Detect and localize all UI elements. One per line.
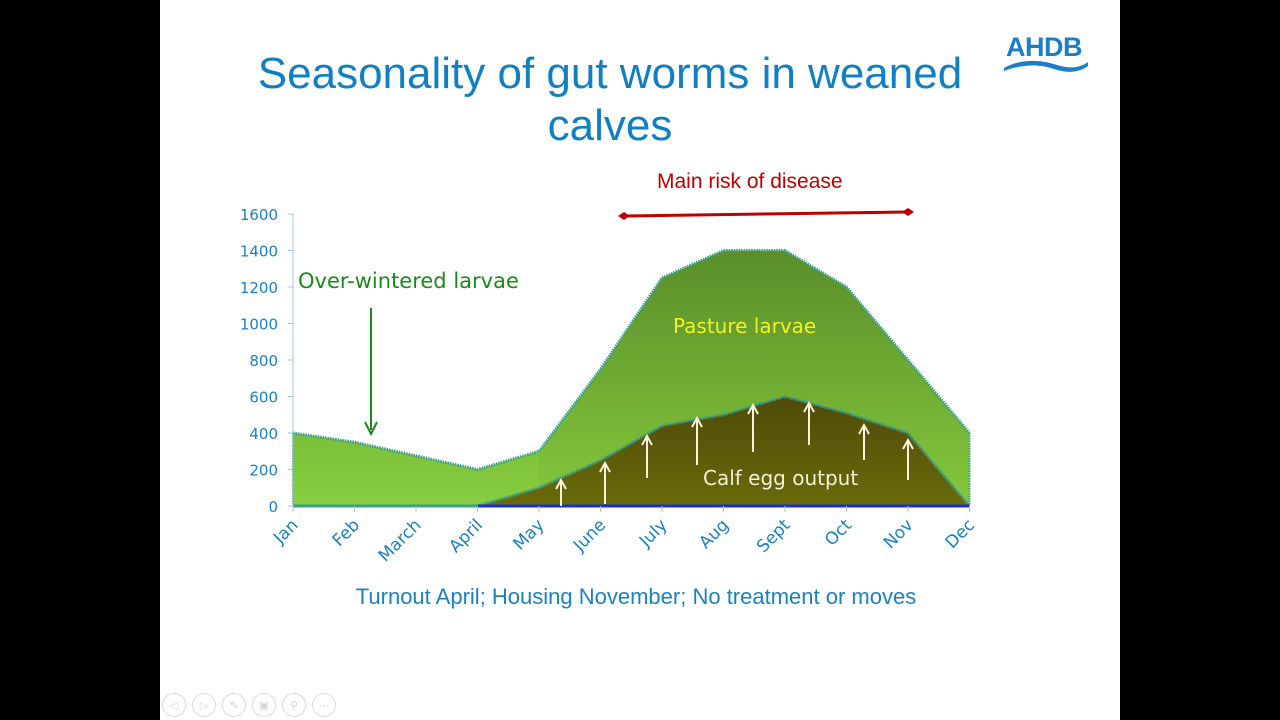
pen-icon[interactable]: ✎	[222, 693, 246, 717]
svg-text:July: July	[635, 515, 671, 551]
svg-text:1400: 1400	[240, 243, 278, 261]
slide-title: Seasonality of gut worms in weaned calve…	[160, 48, 1060, 152]
ahdb-logo: AHDB	[1002, 32, 1092, 78]
svg-text:Dec: Dec	[942, 515, 979, 552]
title-line-2: calves	[547, 101, 673, 150]
zoom-icon[interactable]: ⚲	[282, 693, 306, 717]
svg-text:May: May	[510, 515, 549, 554]
svg-text:Oct: Oct	[821, 515, 856, 550]
svg-text:1200: 1200	[240, 279, 278, 297]
more-icon[interactable]: ⋯	[312, 693, 336, 717]
slides-icon[interactable]: ▣	[252, 693, 276, 717]
svg-text:400: 400	[249, 425, 278, 443]
svg-text:1600: 1600	[240, 206, 278, 224]
slide: Seasonality of gut worms in weaned calve…	[160, 0, 1120, 720]
title-line-1: Seasonality of gut worms in weaned	[257, 49, 963, 98]
egg-output-label: Calf egg output	[703, 466, 859, 490]
svg-text:Feb: Feb	[329, 515, 364, 550]
svg-text:Jan: Jan	[269, 515, 302, 548]
svg-text:800: 800	[249, 352, 278, 370]
risk-label: Main risk of disease	[657, 170, 843, 193]
presenter-controls: ◁ ▷ ✎ ▣ ⚲ ⋯	[162, 693, 336, 717]
svg-text:600: 600	[249, 389, 278, 407]
svg-text:0: 0	[268, 498, 278, 516]
svg-text:Aug: Aug	[695, 515, 733, 553]
svg-text:Nov: Nov	[880, 515, 918, 553]
svg-text:June: June	[569, 515, 610, 556]
next-slide-icon[interactable]: ▷	[192, 693, 216, 717]
svg-text:Sept: Sept	[753, 515, 795, 557]
over-wintered-label: Over-wintered larvae	[298, 269, 519, 293]
svg-text:April: April	[445, 515, 487, 557]
svg-text:200: 200	[249, 462, 278, 480]
logo-text: AHDB	[1006, 32, 1083, 62]
svg-text:1000: 1000	[240, 316, 278, 334]
risk-range-line	[623, 210, 909, 218]
previous-slide-icon[interactable]: ◁	[162, 693, 186, 717]
svg-text:March: March	[375, 515, 426, 566]
chart-caption: Turnout April; Housing November; No trea…	[355, 584, 917, 609]
pasture-larvae-label: Pasture larvae	[673, 314, 817, 338]
egg-output-area	[293, 396, 970, 506]
area-chart: 0 200 400 600 800 1000 1200 1400 1600 Jan Feb March…	[240, 206, 979, 566]
logo-wave-icon	[1004, 60, 1088, 72]
